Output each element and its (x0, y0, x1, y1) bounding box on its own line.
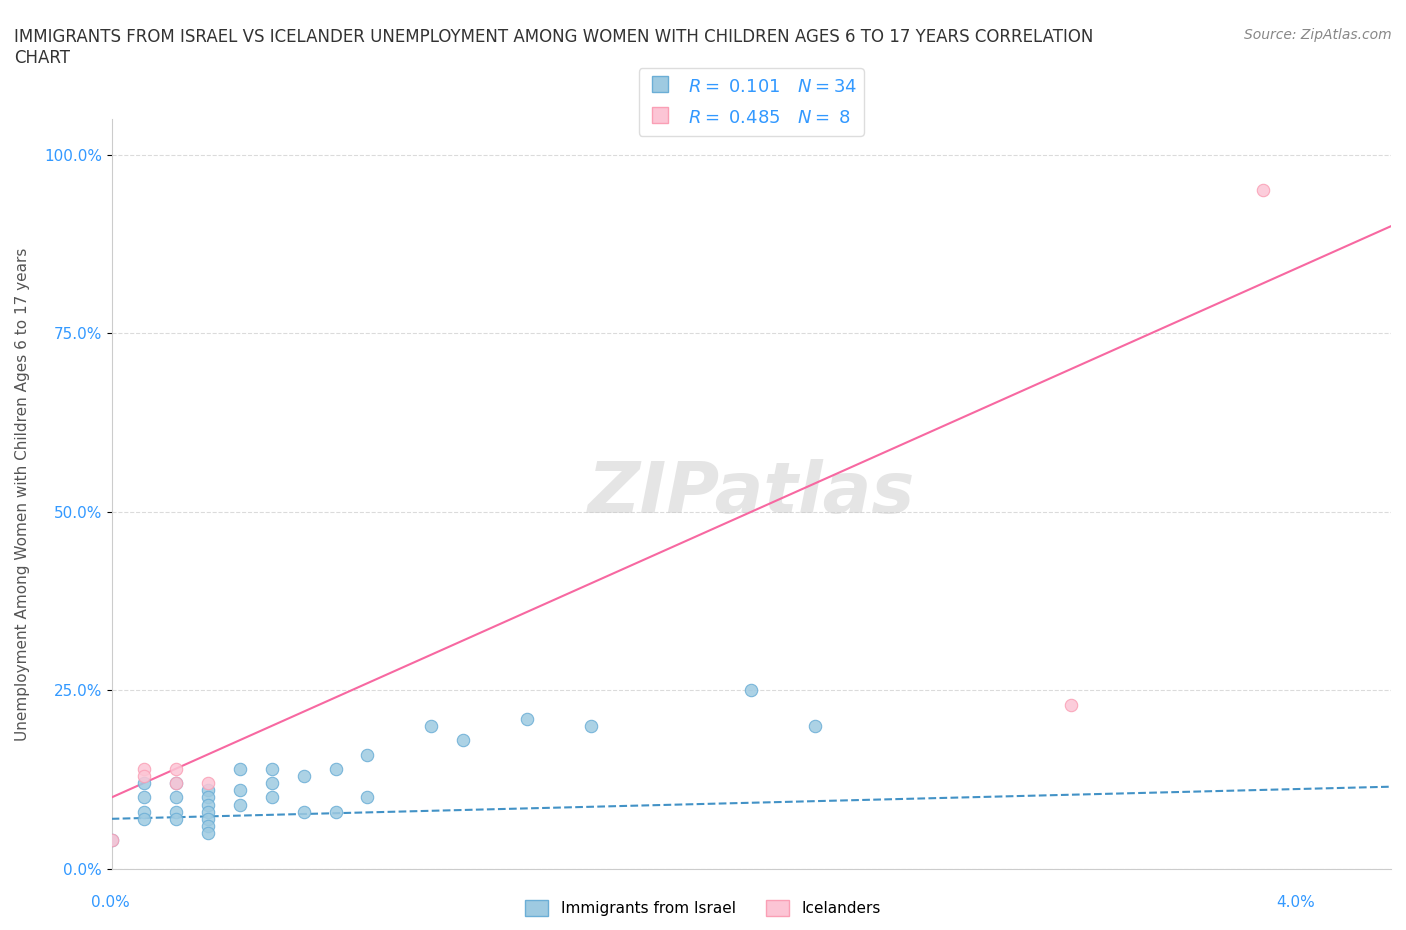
Point (1060, 698, 1083, 712)
Point (165, 804, 187, 819)
Point (292, 768, 315, 783)
Point (420, 719, 443, 734)
Point (197, 811, 219, 826)
Text: Source: ZipAtlas.com: Source: ZipAtlas.com (1244, 28, 1392, 42)
Legend: Immigrants from Israel, Icelanders: Immigrants from Israel, Icelanders (519, 894, 887, 923)
Point (197, 776, 219, 790)
Point (260, 790, 283, 804)
Point (228, 783, 250, 798)
Point (228, 797, 250, 812)
Point (740, 683, 762, 698)
Point (100, 832, 122, 847)
Point (132, 762, 155, 777)
Point (132, 811, 155, 826)
Point (197, 783, 219, 798)
Point (165, 776, 187, 790)
Legend: $R = \ 0.101 \quad N = 34$, $R = \ 0.485 \quad N = \ 8$: $R = \ 0.101 \quad N = 34$, $R = \ 0.485… (638, 68, 863, 136)
Point (165, 776, 187, 790)
Point (165, 762, 187, 777)
Point (260, 762, 283, 777)
Point (356, 790, 378, 804)
Point (516, 711, 538, 726)
Point (581, 719, 603, 734)
Text: IMMIGRANTS FROM ISRAEL VS ICELANDER UNEMPLOYMENT AMONG WOMEN WITH CHILDREN AGES : IMMIGRANTS FROM ISRAEL VS ICELANDER UNEM… (14, 28, 1094, 67)
Point (132, 804, 155, 819)
Text: 4.0%: 4.0% (1275, 895, 1315, 910)
Point (165, 790, 187, 804)
Point (165, 811, 187, 826)
Point (1251, 183, 1274, 198)
Point (356, 747, 378, 762)
Point (197, 818, 219, 833)
Point (197, 790, 219, 804)
Point (804, 719, 827, 734)
Text: 0.0%: 0.0% (91, 895, 131, 910)
Point (132, 768, 155, 783)
Point (197, 826, 219, 841)
Point (197, 797, 219, 812)
Point (228, 762, 250, 777)
Point (325, 762, 347, 777)
Text: ZIPatlas: ZIPatlas (588, 459, 915, 528)
Point (132, 790, 155, 804)
Point (453, 733, 475, 748)
Point (260, 776, 283, 790)
Point (100, 832, 122, 847)
Point (325, 804, 347, 819)
Y-axis label: Unemployment Among Women with Children Ages 6 to 17 years: Unemployment Among Women with Children A… (15, 247, 30, 740)
Point (132, 776, 155, 790)
Point (197, 804, 219, 819)
Point (292, 804, 315, 819)
